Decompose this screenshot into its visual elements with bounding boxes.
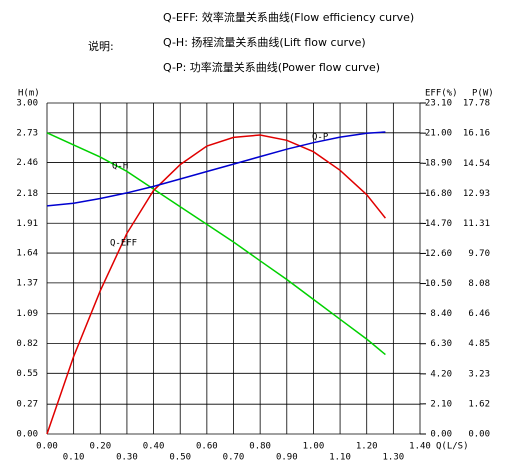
y-tick-label: 0.55: [16, 369, 38, 379]
x-tick-label: 1.20: [356, 442, 378, 452]
x-tick-label: 1.00: [303, 442, 325, 452]
y2-tick-label: 21.00: [425, 129, 452, 139]
y3-tick-label: 8.08: [468, 279, 490, 289]
y3-tick-label: 1.62: [468, 399, 490, 409]
series-line: [46, 131, 386, 207]
x-axis-title: Q(L/S): [436, 442, 469, 452]
x-tick-label: 0.00: [36, 442, 58, 452]
y2-tick-label: 0.00: [430, 430, 452, 440]
x-tick-label: 0.20: [89, 442, 111, 452]
curve-label: Q-EFF: [110, 239, 137, 249]
y2-tick-label: 16.80: [425, 189, 452, 199]
x-tick-label: 0.10: [63, 453, 85, 463]
y-tick-label: 1.37: [16, 278, 38, 288]
x-tick-label: 0.40: [143, 442, 165, 452]
series-line: [46, 134, 386, 435]
y2-axis-title: EFF(%): [425, 89, 458, 99]
y2-tick-label: 2.10: [430, 399, 452, 409]
x-tick-label: 1.30: [383, 453, 405, 463]
y-tick-label: 1.91: [16, 219, 38, 229]
y2-tick-label: 6.30: [430, 339, 452, 349]
y3-axis-title: P(W): [472, 89, 494, 99]
note-title: 说明:: [88, 39, 114, 53]
note: Q-P: 功率流量关系曲线(Power flow curve): [163, 60, 380, 74]
y3-tick-label: 3.23: [468, 369, 490, 379]
y-axis-title: H(m): [18, 89, 40, 99]
y2-tick-label: 8.40: [430, 309, 452, 319]
y-tick-label: 2.18: [16, 189, 38, 199]
x-tick-label: 0.80: [249, 442, 271, 452]
series-line: [46, 132, 386, 356]
x-tick-label: 0.90: [276, 453, 298, 463]
y-tick-label: 2.46: [16, 158, 38, 168]
x-tick-label: 0.50: [169, 453, 191, 463]
y-tick-label: 1.64: [16, 249, 38, 259]
y3-tick-label: 6.46: [468, 309, 490, 319]
y2-tick-label: 23.10: [425, 99, 452, 109]
y-tick-label: 0.82: [16, 339, 38, 349]
y-tick-label: 1.09: [16, 309, 38, 319]
curve-label: Q-P: [312, 133, 329, 143]
y2-tick-label: 14.70: [425, 219, 452, 229]
x-tick-label: 0.70: [223, 453, 245, 463]
x-tick-label: 0.30: [116, 453, 138, 463]
y3-tick-label: 0.00: [468, 430, 490, 440]
y2-tick-label: 18.90: [425, 159, 452, 169]
y3-tick-label: 17.78: [463, 99, 490, 109]
y-tick-label: 2.73: [16, 128, 38, 138]
note: Q-H: 扬程流量关系曲线(Lift flow curve): [163, 35, 366, 49]
y3-tick-label: 11.31: [463, 219, 490, 229]
y3-tick-label: 4.85: [468, 339, 490, 349]
y2-tick-label: 4.20: [430, 369, 452, 379]
y2-tick-label: 10.50: [425, 279, 452, 289]
y3-tick-label: 16.16: [463, 129, 490, 139]
x-tick-label: 1.10: [329, 453, 351, 463]
curve-label: Q-H: [112, 162, 128, 172]
note: Q-EFF: 效率流量关系曲线(Flow efficiency curve): [163, 10, 414, 24]
y3-tick-label: 14.54: [463, 159, 490, 169]
y3-tick-label: 9.70: [468, 249, 490, 259]
y-tick-label: 0.27: [16, 400, 38, 410]
x-tick-label: 0.60: [196, 442, 218, 452]
y3-tick-label: 12.93: [463, 189, 490, 199]
y-tick-label: 0.00: [16, 430, 38, 440]
y2-tick-label: 12.60: [425, 249, 452, 259]
x-tick-label: 1.40: [409, 442, 431, 452]
y-tick-label: 3.00: [16, 99, 38, 109]
